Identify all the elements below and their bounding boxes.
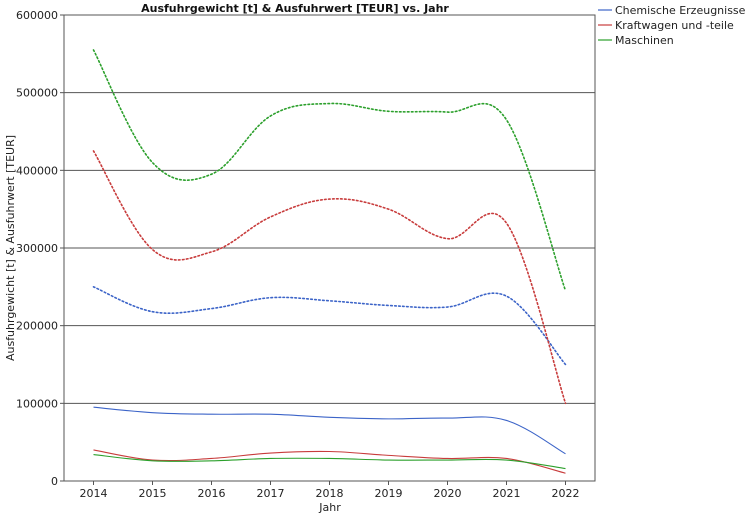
y-tick-label: 200000 <box>16 320 58 333</box>
x-tick-label: 2017 <box>257 487 285 500</box>
series-line-kraftwagen-und-teile-ausfuhrgewicht <box>93 449 566 474</box>
x-tick-label: 2015 <box>139 487 167 500</box>
tick-layer: 0 100000 200000 300000 400000 500000 600000 201… <box>16 9 580 500</box>
x-tick-label: 2016 <box>198 487 226 500</box>
series-line-chemische-erzeugnisse-ausfuhrgewicht <box>93 406 566 455</box>
series-line-maschinen-ausfuhrgewicht <box>93 454 566 470</box>
x-tick-label: 2018 <box>316 487 344 500</box>
x-tick-label: 2021 <box>493 487 521 500</box>
chart-title: Ausfuhrgewicht [t] & Ausfuhrwert [TEUR] … <box>141 2 449 15</box>
series-line-maschinen-ausfuhrwert <box>92 49 567 292</box>
y-tick-label: 0 <box>51 475 58 488</box>
series-line-kraftwagen-und-teile-ausfuhrwert <box>92 150 567 405</box>
y-tick-label: 400000 <box>16 164 58 177</box>
series-line-chemische-erzeugnisse-ausfuhrwert <box>92 286 567 366</box>
x-axis-title: Jahr <box>318 501 341 514</box>
y-tick-label: 300000 <box>16 242 58 255</box>
x-tick-label: 2020 <box>434 487 462 500</box>
legend-label: Chemische Erzeugnisse <box>615 4 746 17</box>
x-tick-label: 2022 <box>552 487 580 500</box>
y-tick-label: 600000 <box>16 9 58 22</box>
legend-label: Kraftwagen und -teile <box>615 19 734 32</box>
x-tick-label: 2014 <box>80 487 108 500</box>
y-tick-label: 500000 <box>16 87 58 100</box>
y-tick-label: 100000 <box>16 397 58 410</box>
legend: Chemische Erzeugnisse Kraftwagen und -tei… <box>598 4 746 47</box>
legend-label: Maschinen <box>615 34 674 47</box>
y-axis-title: Ausfuhrgewicht [t] & Ausfuhrwert [TEUR] <box>4 135 17 361</box>
series-layer <box>92 49 567 474</box>
grid-layer <box>64 92 595 404</box>
x-tick-label: 2019 <box>375 487 403 500</box>
